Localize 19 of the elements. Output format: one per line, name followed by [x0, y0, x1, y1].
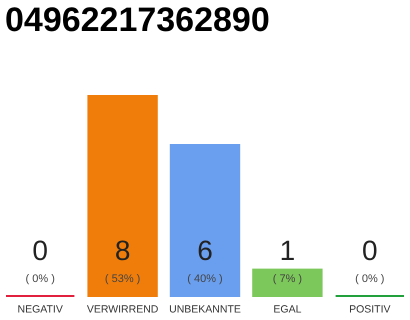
- bar: [252, 268, 323, 297]
- data-label: ( 0% ): [355, 273, 384, 285]
- chart-title: 04962217362890: [5, 1, 270, 39]
- x-tick-label: VERWIRREND: [86, 304, 159, 316]
- bar: [87, 95, 158, 297]
- x-tick-label: POSITIV: [349, 304, 391, 316]
- annotation: 0: [32, 235, 48, 266]
- bar: [170, 144, 240, 297]
- x-tick-label: UNBEKANNTE: [169, 304, 241, 316]
- annotation: 8: [114, 235, 130, 266]
- annotation: 6: [197, 235, 213, 266]
- x-tick-label: EGAL: [273, 304, 302, 316]
- data-label: ( 53% ): [104, 273, 140, 285]
- x-tick-label: NEGATIV: [18, 304, 63, 316]
- data-label: ( 7% ): [272, 273, 302, 285]
- data-label: ( 0% ): [26, 273, 55, 285]
- annotation: 1: [280, 235, 296, 266]
- annotation: 0: [362, 235, 378, 266]
- data-label: ( 40% ): [187, 273, 223, 285]
